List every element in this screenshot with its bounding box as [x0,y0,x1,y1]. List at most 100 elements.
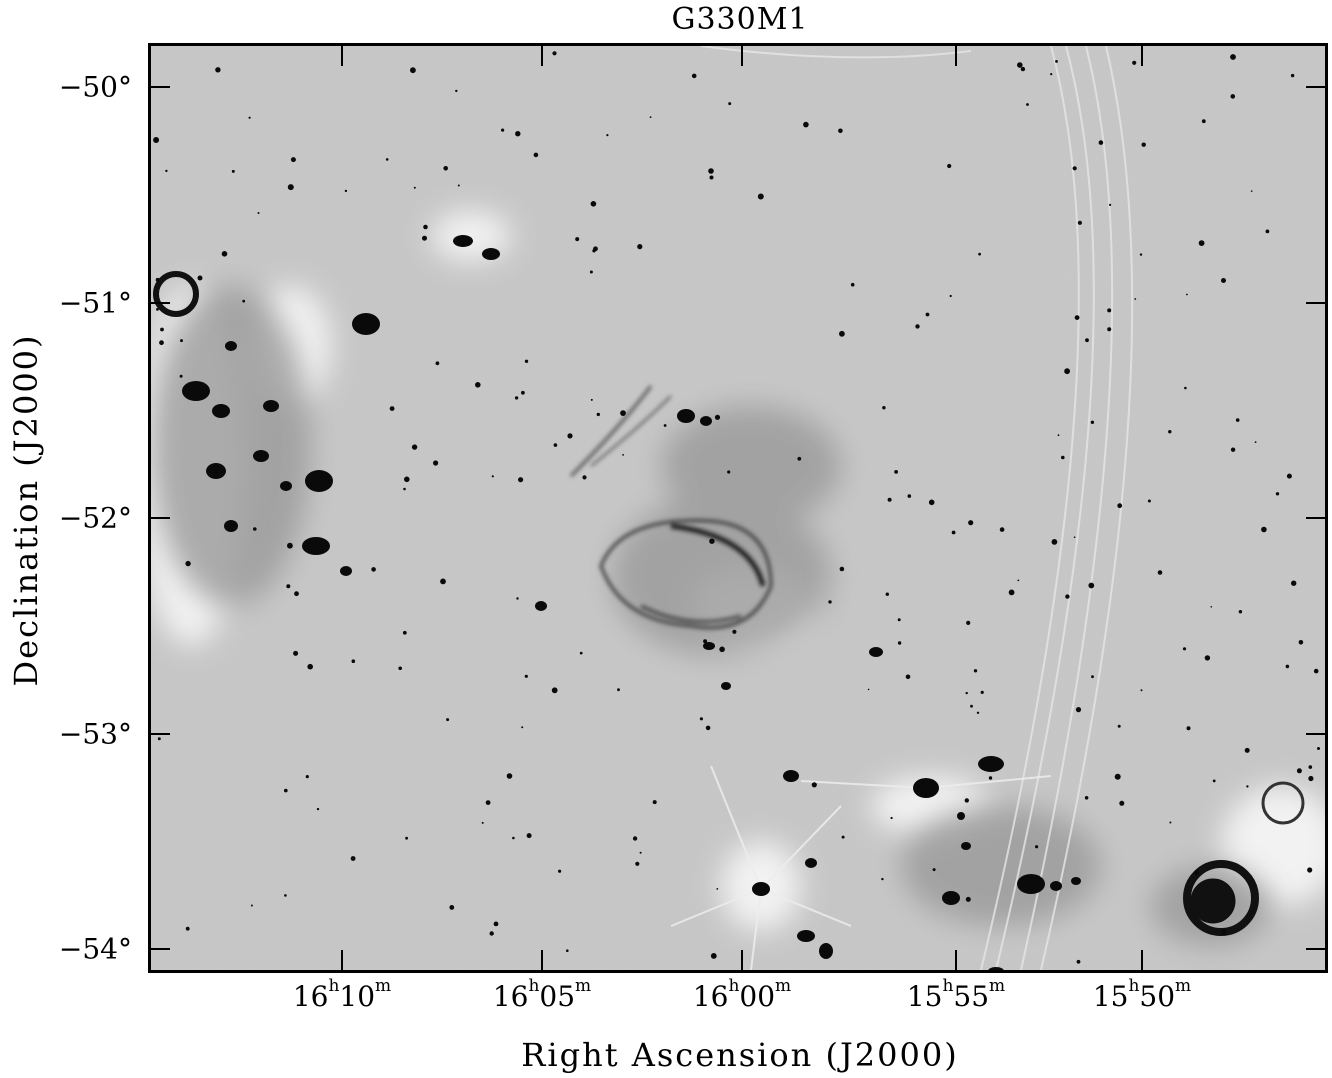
point-source [475,382,481,388]
point-source [652,800,657,805]
point-source [553,443,558,447]
x-tick-label: 15h55m [906,976,1006,1014]
point-source [1065,594,1070,599]
point-source [524,359,529,363]
point-source [1061,455,1065,460]
point-source [1210,606,1213,608]
compact-source [1071,877,1081,885]
point-source [905,674,911,680]
point-source [250,904,253,907]
point-source [719,646,725,653]
point-source [649,116,652,118]
compact-source [253,450,269,462]
point-source [1186,726,1191,731]
compact-source [988,967,1004,970]
point-source [284,788,288,793]
point-source [1114,773,1121,780]
point-source [413,186,416,189]
point-source [590,398,593,401]
point-source [521,390,525,395]
point-source [1308,775,1314,782]
point-source [405,836,408,840]
point-source [402,630,407,635]
point-source [159,340,164,346]
point-source [716,888,719,890]
point-source [307,663,313,670]
point-source [575,237,580,242]
point-source [287,542,293,549]
point-source [1020,66,1026,72]
point-source [1117,724,1121,728]
point-source [1057,434,1060,437]
point-source [1117,503,1123,509]
point-source [1298,640,1304,645]
point-source [457,184,460,187]
point-source [1250,190,1253,192]
point-source [1147,499,1151,503]
point-source [1286,473,1292,479]
point-source [999,527,1005,532]
point-source [757,193,764,200]
point-source [518,477,524,483]
point-source [1169,821,1172,824]
x-tick-label: 16h10m [292,976,392,1014]
point-source [928,499,935,506]
point-source [1317,747,1320,750]
point-source [284,894,287,897]
point-source [179,374,183,378]
point-source [970,704,973,708]
point-source [385,158,389,161]
point-source [1221,278,1226,283]
point-source [287,184,294,191]
point-source [185,926,190,931]
point-source [398,666,402,671]
point-source [1088,582,1095,589]
point-sources [153,51,1320,970]
point-source [1026,103,1029,106]
point-source [422,235,427,241]
point-source [491,475,494,478]
point-source [514,396,519,400]
compact-source [212,404,230,418]
point-source [305,775,309,779]
point-source [501,128,505,132]
point-source [1168,430,1172,434]
point-source [197,275,203,281]
point-source [590,201,597,207]
compact-source [752,882,770,896]
point-source [797,456,802,461]
point-source [551,687,558,694]
point-source [440,578,446,585]
point-source [1139,253,1143,256]
compact-source [957,812,965,820]
point-source [589,270,593,274]
point-source [533,152,539,158]
point-source [489,931,494,936]
point-source [1254,441,1257,443]
point-source [1157,570,1163,575]
compact-source [305,470,333,492]
figure-title: G330M1 [671,2,809,37]
point-source [709,175,714,180]
compact-source [819,943,833,959]
compact-source [340,566,352,576]
point-source [293,650,299,656]
compact-source [978,756,1004,772]
point-source [1140,689,1143,692]
point-source [1072,166,1077,171]
point-source [160,327,164,332]
point-source [867,688,870,691]
point-source [885,592,889,596]
point-source [709,538,715,544]
point-source [403,487,406,491]
point-source [1307,867,1313,873]
point-source [506,773,513,779]
point-source [1090,420,1095,424]
point-source [850,282,855,287]
point-source [1134,298,1137,300]
point-source [1261,526,1267,533]
point-source [351,659,356,663]
point-source [552,51,557,56]
point-source [410,67,416,74]
